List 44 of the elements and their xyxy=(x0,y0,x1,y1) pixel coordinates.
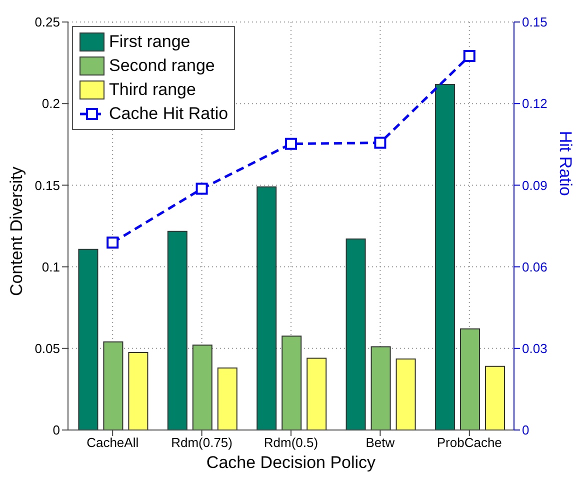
legend-label: Second range xyxy=(109,55,215,77)
legend-label: Third range xyxy=(109,79,196,101)
x-tick-label: Betw xyxy=(366,435,396,450)
y2-tick-label: 0.03 xyxy=(522,341,548,356)
y-tick-label: 0.15 xyxy=(34,178,60,193)
bar xyxy=(396,358,416,430)
y2-axis-title: Hit Ratio xyxy=(556,130,575,196)
y-tick-label: 0.25 xyxy=(34,14,60,30)
y-tick-label: 0.1 xyxy=(42,259,60,274)
bar xyxy=(103,341,124,430)
bar xyxy=(78,248,98,430)
y-tick-label: 0.2 xyxy=(42,96,60,112)
x-tick-label: Rdm(0.5) xyxy=(264,435,318,450)
bar xyxy=(370,346,391,430)
bar xyxy=(256,186,277,430)
x-tick-label: CacheAll xyxy=(86,435,139,450)
point xyxy=(196,182,208,195)
bar xyxy=(460,328,480,430)
x-axis-title: Cache Decision Policy xyxy=(206,453,376,472)
y-tick-label: 0.05 xyxy=(34,341,60,356)
bar xyxy=(485,366,506,430)
bar xyxy=(217,367,238,430)
point xyxy=(106,236,119,249)
y-tick-label: 0 xyxy=(52,422,60,438)
x-tick-label: Rdm(0.75) xyxy=(171,435,233,450)
point xyxy=(285,138,297,150)
bar xyxy=(192,344,212,430)
y2-tick-label: 0.09 xyxy=(522,178,548,193)
bar xyxy=(128,352,148,430)
y2-tick-label: 0.15 xyxy=(522,14,548,30)
y-axis-title: Content Diversity xyxy=(7,166,26,296)
bar xyxy=(282,336,302,430)
bar xyxy=(306,358,327,430)
legend-label: First range xyxy=(109,31,190,53)
y2-tick-label: 0.06 xyxy=(522,259,548,274)
x-tick-label: ProbCache xyxy=(436,435,502,450)
point xyxy=(463,50,476,62)
legend-label: Cache Hit Ratio xyxy=(109,103,228,125)
bar xyxy=(435,84,456,430)
y2-tick-label: 0 xyxy=(522,422,530,438)
bar xyxy=(346,238,366,430)
y2-tick-label: 0.12 xyxy=(522,96,548,112)
bar xyxy=(167,230,188,430)
point xyxy=(374,136,386,149)
